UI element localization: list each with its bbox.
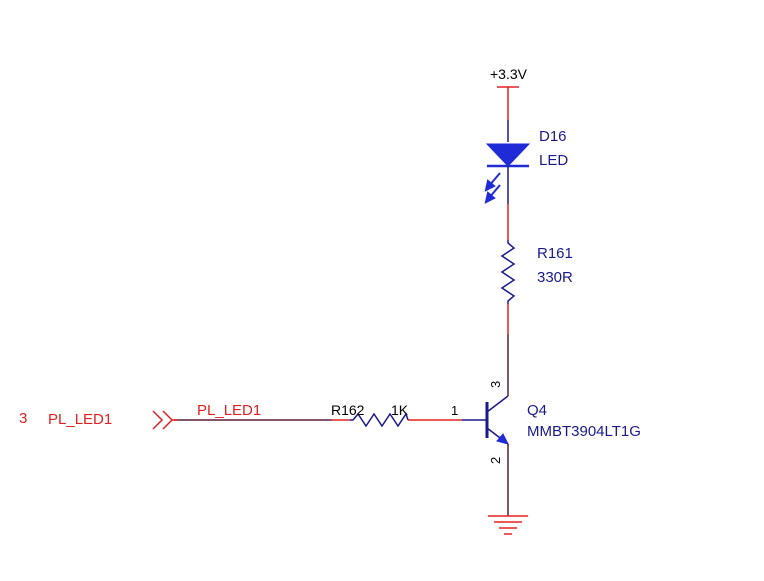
led-triangle <box>485 143 531 167</box>
r162-value: 1K <box>391 402 409 418</box>
led-value: LED <box>539 152 568 169</box>
emitter-arrow-icon <box>496 433 509 445</box>
port-connector-icon <box>152 410 178 430</box>
port-name: PL_LED1 <box>48 411 112 428</box>
r161-value: 330R <box>537 269 573 286</box>
transistor-q4: 1 3 2 Q4 MMBT3904LT1G <box>451 381 641 464</box>
port-sheet-number: 3 <box>19 410 27 427</box>
pin-collector-number: 3 <box>488 381 503 388</box>
power-label: +3.3V <box>490 66 528 82</box>
power-port-3v3: +3.3V <box>490 66 528 120</box>
net-label: PL_LED1 <box>197 402 261 419</box>
pin-emitter-number: 2 <box>488 457 503 464</box>
r161-ref: R161 <box>537 245 573 262</box>
pin-base-number: 1 <box>451 403 458 418</box>
led-d16: D16 LED <box>484 120 568 204</box>
resistor-r162: R162 1K <box>331 402 409 428</box>
ground-icon <box>488 515 528 535</box>
transistor-part: MMBT3904LT1G <box>527 423 641 440</box>
led-emission-arrows-icon <box>484 172 501 204</box>
led-ref: D16 <box>539 128 567 145</box>
r162-ref: R162 <box>331 402 365 418</box>
transistor-ref: Q4 <box>527 402 547 419</box>
resistor-r161: R161 330R <box>500 240 573 304</box>
